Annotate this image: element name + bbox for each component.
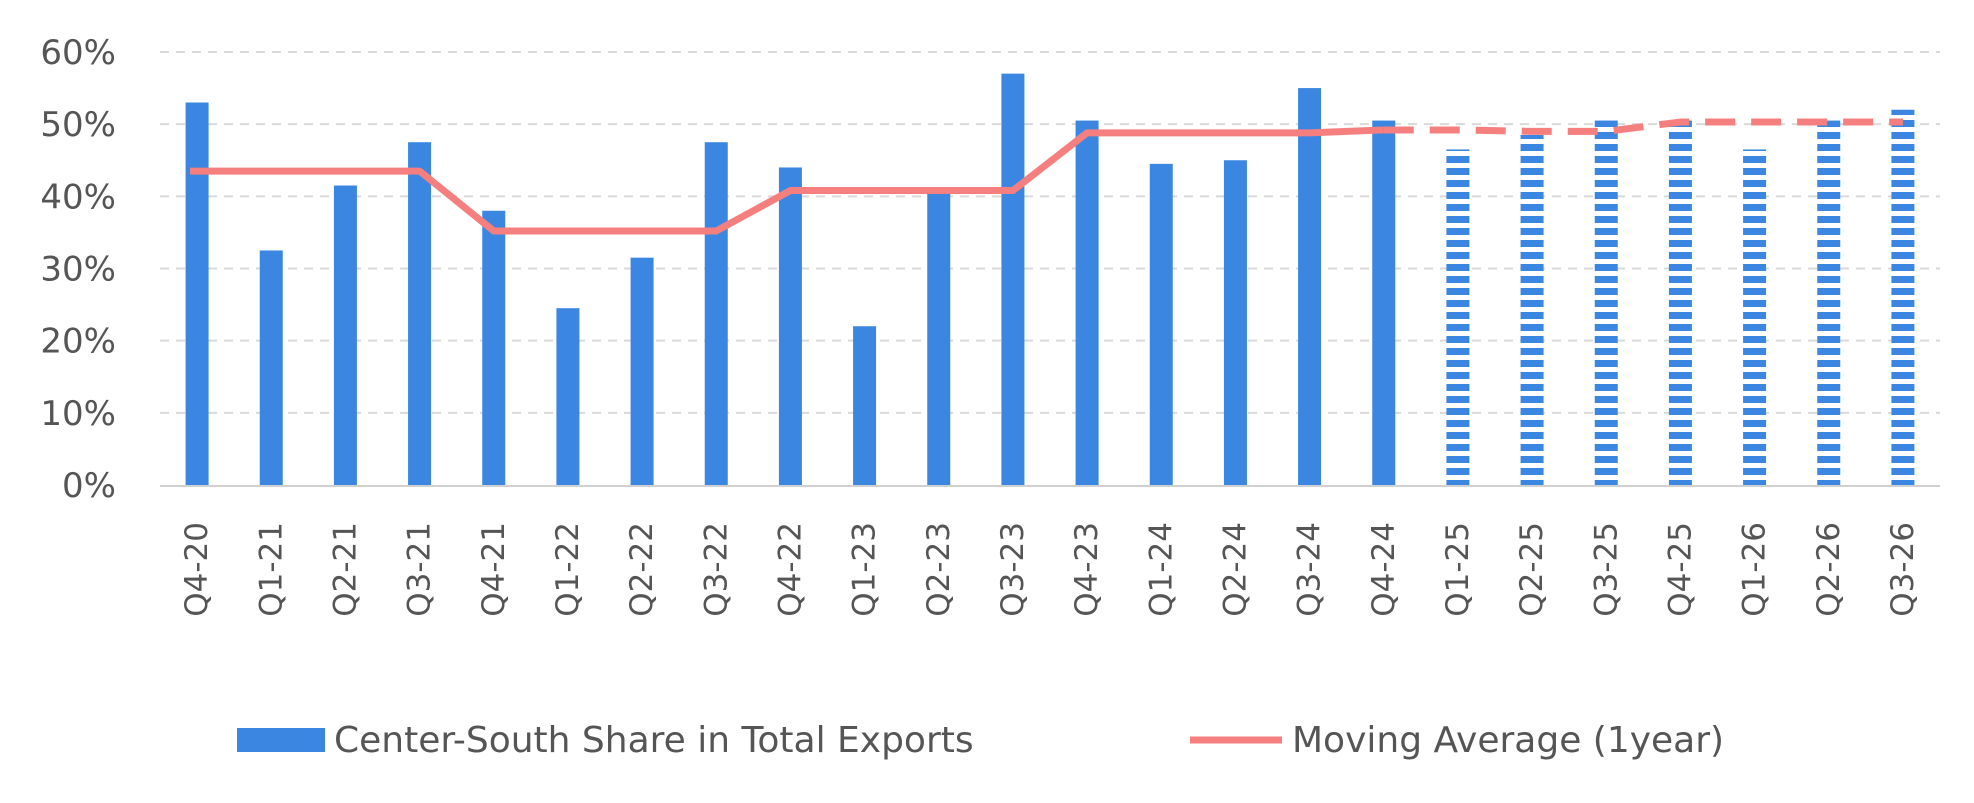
y-tick-label: 20% <box>40 322 116 362</box>
x-tick-label: Q2-26 <box>1811 522 1847 617</box>
bar <box>185 102 209 486</box>
y-tick-label: 30% <box>40 250 116 290</box>
bar <box>1223 160 1247 485</box>
x-tick-label: Q1-23 <box>847 522 883 617</box>
x-tick-label: Q2-24 <box>1217 522 1253 617</box>
x-axis-ticks: Q4-20 Q1-21 Q2-21 Q3-21 Q4-21 Q1-22 Q2-22 Q3-22… <box>179 522 1921 617</box>
bar <box>1298 88 1322 485</box>
x-tick-label: Q3-21 <box>402 522 438 617</box>
bar <box>333 185 357 485</box>
x-tick-label: Q3-26 <box>1885 522 1921 617</box>
y-axis-ticks: 0% 10% 20% 30% 40% 50% 60% <box>40 33 116 506</box>
bar <box>778 167 802 485</box>
x-tick-label: Q2-23 <box>921 522 957 617</box>
bar <box>704 142 728 486</box>
x-tick-label: Q4-20 <box>179 522 215 617</box>
x-tick-label: Q3-25 <box>1588 522 1624 617</box>
y-tick-label: 50% <box>40 105 116 145</box>
x-tick-label: Q4-21 <box>476 522 512 617</box>
x-tick-label: Q1-25 <box>1440 522 1476 617</box>
legend-bar-label: Center-South Share in Total Exports <box>334 720 974 761</box>
bar <box>482 210 506 485</box>
legend-line-label: Moving Average (1year) <box>1292 720 1724 761</box>
bar <box>408 142 432 486</box>
x-tick-label: Q3-23 <box>995 522 1031 617</box>
legend: Center-South Share in Total Exports Movi… <box>237 720 1724 761</box>
x-tick-label: Q4-25 <box>1662 522 1698 617</box>
x-tick-label: Q3-22 <box>698 522 734 617</box>
x-tick-label: Q1-22 <box>550 522 586 617</box>
bar-forecast <box>1668 120 1692 485</box>
bar-forecast <box>1743 149 1767 486</box>
x-tick-label: Q1-24 <box>1143 522 1179 617</box>
x-tick-label: Q1-21 <box>253 522 289 617</box>
gridlines <box>160 51 1940 414</box>
x-tick-label: Q4-23 <box>1069 522 1105 617</box>
x-tick-label: Q2-25 <box>1514 522 1550 617</box>
x-tick-label: Q1-26 <box>1737 522 1773 617</box>
legend-bar-swatch <box>237 728 325 752</box>
x-tick-label: Q2-22 <box>624 522 660 617</box>
y-tick-label: 10% <box>40 394 116 434</box>
y-tick-label: 60% <box>40 33 116 73</box>
bar-forecast <box>1520 134 1544 485</box>
y-tick-label: 40% <box>40 177 116 217</box>
bar <box>630 257 654 485</box>
bar <box>927 192 951 485</box>
bar-forecast <box>1817 120 1841 485</box>
bar <box>1149 163 1173 485</box>
x-tick-label: Q3-24 <box>1292 522 1328 617</box>
bar <box>1075 120 1099 485</box>
bar-forecast <box>1446 149 1470 486</box>
moving-average-forecast-line <box>1383 118 1903 135</box>
x-tick-label: Q4-24 <box>1366 522 1402 617</box>
bar-series <box>185 73 1915 486</box>
bar-forecast <box>1891 109 1915 485</box>
line-series <box>189 118 1904 235</box>
bar <box>1001 73 1025 486</box>
bar-forecast <box>1594 120 1618 485</box>
bar <box>556 308 580 485</box>
bar <box>259 250 283 485</box>
x-tick-label: Q2-21 <box>327 522 363 617</box>
x-tick-label: Q4-22 <box>772 522 808 617</box>
bar <box>1372 120 1396 485</box>
bar <box>853 326 877 485</box>
y-tick-label: 0% <box>62 466 116 506</box>
